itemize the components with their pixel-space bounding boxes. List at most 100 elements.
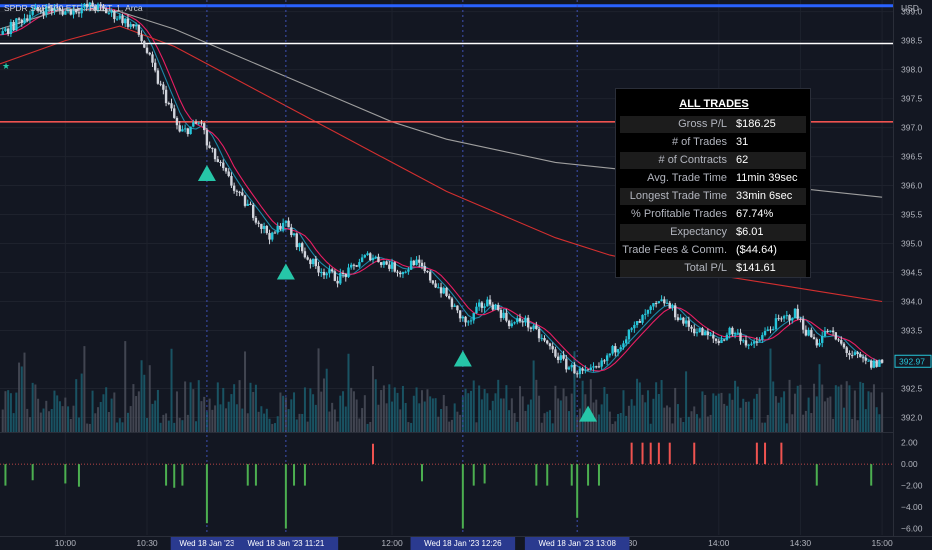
volume-bar (788, 379, 791, 432)
candle-body (423, 266, 426, 272)
candle-body (807, 329, 810, 336)
candle-body (69, 9, 72, 15)
volume-bar (864, 409, 867, 432)
stats-panel-title: ALL TRADES (679, 98, 749, 110)
candle-body (385, 261, 388, 265)
indicator-bar (461, 464, 464, 529)
candle-body (774, 318, 778, 330)
candle-body (848, 352, 851, 356)
volume-bar (856, 420, 859, 432)
candle-body (766, 329, 769, 332)
candle-body (412, 260, 416, 266)
candle-body (224, 168, 228, 172)
stats-label: Total P/L (684, 262, 727, 274)
candle-body (113, 10, 116, 19)
candle-body (360, 257, 364, 263)
candle-body (42, 11, 45, 15)
volume-bar (371, 366, 374, 432)
volume-bar (442, 395, 445, 432)
candle-body (537, 329, 541, 339)
candle-body (175, 117, 179, 126)
candle-body (633, 325, 636, 329)
candle-body (12, 21, 15, 30)
candle-body (279, 225, 282, 230)
candle-body (559, 355, 563, 361)
candle-body (388, 264, 391, 269)
volume-bar (744, 401, 747, 432)
candle-body (494, 305, 497, 310)
volume-bar (333, 409, 336, 432)
candle-body (845, 347, 848, 353)
candle-body (132, 24, 135, 27)
candle-body (374, 256, 377, 258)
volume-bar (554, 385, 557, 432)
candle-body (467, 321, 470, 323)
volume-bar (61, 406, 64, 432)
moving-averages (0, 6, 883, 373)
candle-body (516, 318, 519, 323)
volume-bar (67, 406, 70, 432)
candle-body (842, 343, 846, 348)
volume-bar (502, 398, 505, 432)
candle-body (311, 258, 315, 265)
volume-bar (687, 416, 690, 432)
volume-bar (361, 408, 364, 432)
candle-body (36, 7, 40, 11)
indicator-bar (4, 464, 7, 486)
candle-body (145, 47, 149, 53)
volume-bar (50, 409, 53, 432)
volume-bar (170, 348, 173, 432)
stats-label: Avg. Trade Time (647, 172, 727, 184)
buy-markers[interactable] (197, 164, 598, 422)
candle-body (420, 262, 424, 267)
x-tick-label: 12:00 (381, 538, 403, 548)
indicator-bar (576, 464, 579, 518)
volume-bar (407, 422, 410, 432)
candle-body (499, 309, 503, 318)
volume-bar (840, 384, 843, 432)
indicator-bar (657, 442, 660, 465)
candle-body (328, 269, 331, 274)
volume-bar (301, 413, 304, 432)
candle-body (140, 34, 143, 42)
candle-body (442, 287, 445, 294)
candle-body (61, 10, 64, 15)
candle-body (510, 323, 514, 327)
candle-body (769, 329, 772, 331)
candle-body (216, 159, 220, 162)
volume-bar (813, 383, 816, 432)
volume-bar (619, 412, 622, 432)
volume-bar (412, 395, 415, 432)
volume-bar (260, 406, 263, 432)
candle-body (85, 3, 89, 7)
y-tick-label: 398.0 (901, 65, 923, 75)
volume-bar (257, 411, 260, 432)
candle-body (532, 325, 535, 329)
candle-body (355, 265, 358, 267)
volume-bar (774, 396, 777, 432)
volume-bar (832, 418, 835, 432)
candle-body (230, 176, 233, 186)
volume-bar (859, 381, 862, 432)
volume-bar (306, 421, 309, 432)
volume-bar (456, 411, 459, 432)
volume-bar (704, 394, 707, 432)
volume-bar (211, 409, 214, 432)
volume-bar (641, 394, 644, 432)
candle-body (91, 2, 94, 7)
candle-body (415, 259, 418, 266)
candle-body (562, 355, 565, 359)
volume-bar (521, 396, 524, 432)
candle-body (437, 287, 440, 289)
indicator-bar (597, 464, 600, 486)
candle-body (777, 318, 780, 320)
volume-bar (124, 341, 127, 432)
candle-body (363, 255, 367, 258)
y-tick-label: 396.0 (901, 181, 923, 191)
indicator-bar (483, 464, 486, 484)
indicator-bar (780, 442, 783, 465)
volume-bar (126, 412, 129, 432)
candle-body (649, 306, 652, 310)
star-icon: ★ (2, 62, 10, 72)
